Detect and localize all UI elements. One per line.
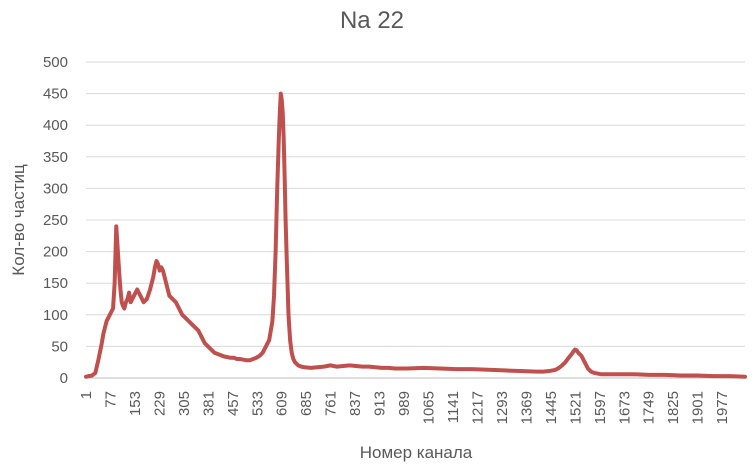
- chart-title: Na 22: [340, 7, 404, 34]
- x-tick-label: 1445: [543, 391, 560, 424]
- x-tick-label: 1065: [421, 391, 438, 424]
- y-tick-label: 50: [51, 338, 68, 355]
- y-tick-label: 500: [43, 54, 68, 71]
- x-tick-label: 153: [127, 391, 144, 416]
- y-tick-label: 300: [43, 180, 68, 197]
- x-tick-label: 761: [323, 391, 340, 416]
- x-tick-label: 1901: [690, 391, 707, 424]
- x-tick-label: 913: [372, 391, 389, 416]
- y-tick-label: 350: [43, 149, 68, 166]
- y-tick-label: 200: [43, 244, 68, 261]
- x-tick-label: 685: [298, 391, 315, 416]
- x-tick-label: 1597: [592, 391, 609, 424]
- y-tick-label: 250: [43, 212, 68, 229]
- x-tick-label: 1217: [469, 391, 486, 424]
- x-tick-label: 609: [274, 391, 291, 416]
- grid-lines: [86, 61, 745, 347]
- x-tick-label: 1521: [567, 391, 584, 424]
- y-tick-label: 400: [43, 117, 68, 134]
- x-tick-labels: 1 77 153 229 305 381 457 533 609 685 761 837 913 989 1…: [78, 391, 731, 424]
- y-tick-labels: 0 50 100 150 200 250 300 350 400 450 500: [43, 54, 68, 387]
- x-tick-label: 229: [151, 391, 168, 416]
- x-tick-label: 1369: [518, 391, 535, 424]
- y-axis-title: Кол-во частиц: [9, 164, 28, 276]
- x-tick-label: 989: [396, 391, 413, 416]
- x-tick-label: 1141: [445, 391, 462, 423]
- x-tick-label: 1825: [665, 391, 682, 424]
- x-tick-label: 1293: [494, 391, 511, 424]
- x-axis-title: Номер канала: [360, 443, 473, 462]
- x-tick-label: 1673: [616, 391, 633, 424]
- x-tick-label: 457: [225, 391, 242, 416]
- series-line-na22: [84, 91, 747, 379]
- x-tick-label: 381: [200, 391, 217, 416]
- x-tick-label: 533: [249, 391, 266, 416]
- x-tick-label: 305: [176, 391, 193, 416]
- x-tick-label: 77: [102, 391, 119, 408]
- y-tick-label: 100: [43, 307, 68, 324]
- y-tick-label: 150: [43, 275, 68, 292]
- x-tick-label: 1: [78, 391, 95, 399]
- y-tick-label: 0: [60, 370, 68, 387]
- x-tick-label: 1977: [714, 391, 731, 424]
- y-tick-label: 450: [43, 86, 68, 103]
- x-tick-label: 1749: [641, 391, 658, 424]
- x-tick-label: 837: [347, 391, 364, 416]
